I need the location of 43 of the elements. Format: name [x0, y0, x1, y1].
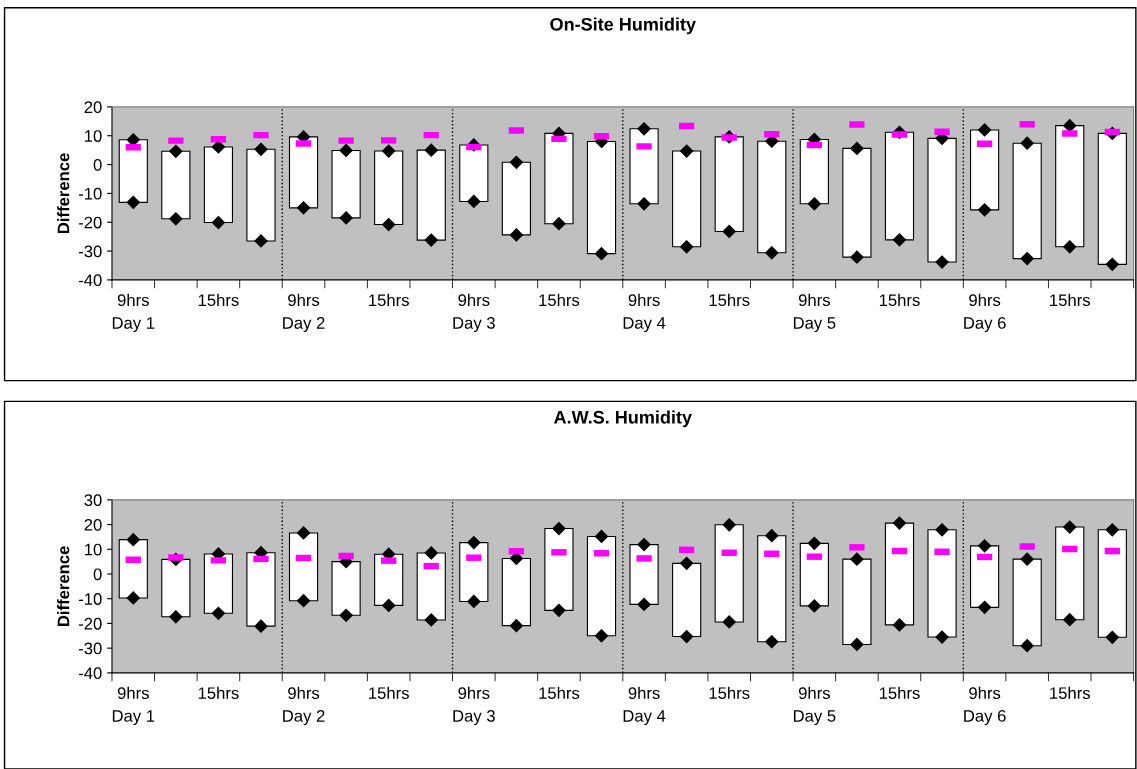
x-tick-label: 15hrs: [539, 293, 580, 307]
x-tick-label: 15hrs: [1050, 293, 1090, 307]
x-tick-label: 9hrs Day 2: [283, 686, 325, 726]
y-tick-label: 30: [84, 494, 102, 507]
y-tick-label: -10: [78, 593, 102, 605]
x-tick-label: 15hrs: [369, 293, 409, 307]
x-tick-label: 15hrs: [1050, 686, 1090, 700]
y-tick-label: 20: [84, 101, 102, 114]
y-tick-label: -40: [78, 274, 102, 287]
y-tick-label: 10: [85, 543, 102, 556]
y-tick-label: -20: [78, 216, 102, 229]
x-tick-label: 9hrs Day 6: [964, 686, 1006, 726]
x-tick-label: 9hrs Day 3: [453, 293, 495, 333]
x-tick-label: 9hrs Day 3: [453, 686, 495, 726]
y-tick-label: 0: [93, 158, 102, 171]
x-tick-label: 15hrs: [709, 686, 750, 700]
chart-title: A.W.S. Humidity: [554, 410, 692, 428]
x-tick-label: 15hrs: [198, 293, 239, 307]
y-tick-label: -20: [78, 617, 102, 630]
chart-title: On-Site Humidity: [550, 17, 696, 35]
x-tick-label: 9hrs Day 5: [793, 686, 836, 726]
y-axis-title: Difference: [57, 546, 70, 626]
x-tick-label: 15hrs: [879, 293, 920, 307]
x-tick-label: 9hrs Day 4: [623, 293, 666, 333]
x-tick-label: 9hrs Day 4: [623, 686, 666, 726]
x-tick-label: 9hrs Day 6: [964, 293, 1006, 333]
x-tick-label: 15hrs: [369, 686, 409, 700]
y-tick-label: -30: [78, 642, 102, 655]
y-tick-label: 0: [93, 568, 102, 581]
y-tick-label: -10: [78, 187, 102, 200]
x-tick-label: 9hrs Day 1: [112, 686, 155, 726]
y-tick-label: 20: [84, 518, 102, 531]
y-tick-label: -30: [78, 245, 102, 258]
x-tick-label: 15hrs: [709, 293, 750, 307]
x-tick-label: 15hrs: [198, 686, 239, 700]
x-tick-label: 9hrs Day 1: [112, 293, 155, 333]
y-axis-title: Difference: [57, 153, 70, 234]
x-tick-label: 9hrs Day 2: [283, 293, 325, 333]
y-tick-label: -40: [78, 667, 102, 680]
x-tick-label: 9hrs Day 5: [793, 293, 836, 333]
x-tick-label: 15hrs: [879, 686, 920, 700]
x-tick-label: 15hrs: [539, 686, 580, 700]
y-tick-label: 10: [85, 130, 102, 142]
